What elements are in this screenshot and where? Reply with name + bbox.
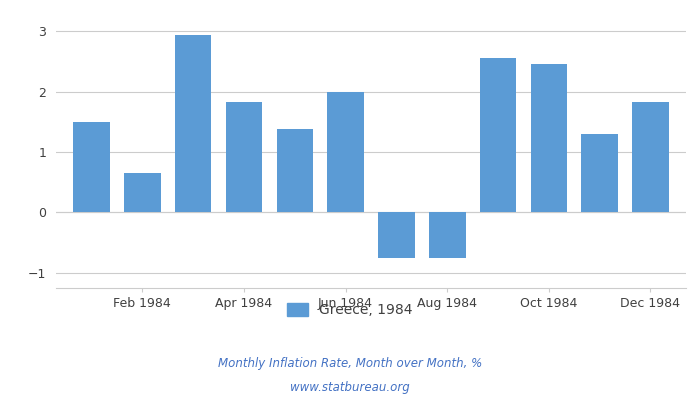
Bar [175,35,211,212]
Legend: Greece, 1984: Greece, 1984 [281,298,419,323]
Bar [632,102,668,212]
Bar [74,122,110,212]
Bar [225,102,262,212]
Bar [328,92,364,212]
Bar [429,212,466,258]
Text: www.statbureau.org: www.statbureau.org [290,382,410,394]
Bar [378,212,414,258]
Bar [124,173,161,212]
Bar [276,129,313,212]
Bar [531,64,567,212]
Text: Monthly Inflation Rate, Month over Month, %: Monthly Inflation Rate, Month over Month… [218,358,482,370]
Bar [581,134,618,212]
Bar [480,58,517,212]
